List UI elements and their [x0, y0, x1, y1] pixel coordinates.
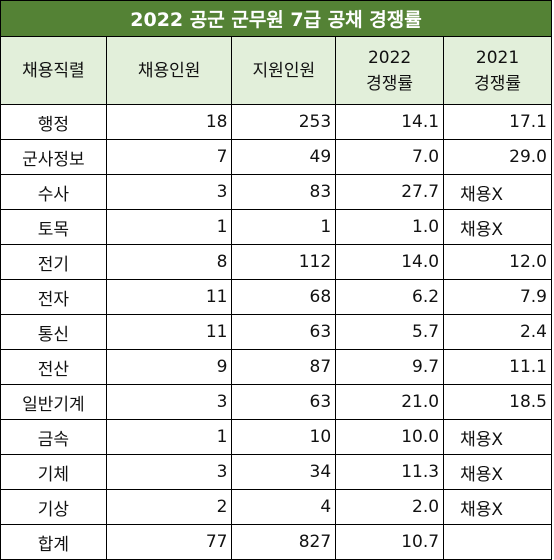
cell-rate-2022: 14.1 — [335, 104, 445, 140]
cell-applicants: 83 — [231, 174, 337, 210]
cell-rate-2021: 17.1 — [443, 104, 552, 140]
header-applicants: 지원인원 — [231, 36, 337, 105]
cell-job: 수사 — [0, 174, 107, 210]
cell-rate-2021: 채용X — [443, 174, 552, 210]
cell-rate-2021: 채용X — [443, 454, 552, 490]
table-row: 일반기계 3 63 21.0 18.5 — [0, 384, 552, 420]
cell-hires: 9 — [105, 349, 233, 385]
cell-job: 통신 — [0, 314, 107, 350]
total-job: 합계 — [0, 524, 107, 560]
cell-applicants: 10 — [231, 419, 337, 455]
cell-rate-2021: 29.0 — [443, 139, 552, 175]
cell-job: 일반기계 — [0, 384, 107, 420]
header-rate-2021-year: 2021 — [475, 47, 520, 68]
cell-rate-2022: 9.7 — [335, 349, 445, 385]
cell-applicants: 87 — [231, 349, 337, 385]
table-row: 수사 3 83 27.7 채용X — [0, 174, 552, 210]
table-row: 기체 3 34 11.3 채용X — [0, 454, 552, 490]
cell-hires: 3 — [105, 384, 233, 420]
cell-rate-2022: 7.0 — [335, 139, 445, 175]
cell-hires: 1 — [105, 209, 233, 245]
cell-job: 기체 — [0, 454, 107, 490]
cell-rate-2021: 11.1 — [443, 349, 552, 385]
header-rate-2022-label: 경쟁률 — [366, 73, 414, 94]
cell-rate-2022: 6.2 — [335, 279, 445, 315]
cell-rate-2022: 1.0 — [335, 209, 445, 245]
header-rate-2021-label: 경쟁률 — [474, 73, 521, 94]
total-row: 합계 77 827 10.7 — [0, 524, 552, 560]
table-row: 금속 1 10 10.0 채용X — [0, 419, 552, 455]
cell-rate-2022: 5.7 — [335, 314, 445, 350]
cell-hires: 8 — [105, 244, 233, 280]
table-row: 토목 1 1 1.0 채용X — [0, 209, 552, 245]
cell-rate-2021: 7.9 — [443, 279, 552, 315]
cell-rate-2022: 21.0 — [335, 384, 445, 420]
cell-rate-2022: 10.0 — [335, 419, 445, 455]
cell-rate-2021: 12.0 — [443, 244, 552, 280]
table-row: 행정 18 253 14.1 17.1 — [0, 104, 552, 140]
cell-rate-2021: 채용X — [443, 419, 552, 455]
table-row: 전자 11 68 6.2 7.9 — [0, 279, 552, 315]
table-title: 2022 공군 군무원 7급 공채 경쟁률 — [0, 0, 552, 37]
cell-hires: 18 — [105, 104, 233, 140]
cell-applicants: 68 — [231, 279, 337, 315]
header-job: 채용직렬 — [0, 36, 107, 105]
total-hires: 77 — [105, 524, 233, 560]
cell-hires: 7 — [105, 139, 233, 175]
cell-applicants: 49 — [231, 139, 337, 175]
cell-job: 전자 — [0, 279, 107, 315]
table-row: 전기 8 112 14.0 12.0 — [0, 244, 552, 280]
cell-job: 전산 — [0, 349, 107, 385]
cell-job: 행정 — [0, 104, 107, 140]
header-rate-2022: 2022 경쟁률 — [335, 36, 445, 105]
cell-rate-2022: 11.3 — [335, 454, 445, 490]
total-rate-2021 — [443, 524, 552, 560]
cell-rate-2022: 14.0 — [335, 244, 445, 280]
cell-job: 토목 — [0, 209, 107, 245]
cell-rate-2021: 2.4 — [443, 314, 552, 350]
cell-applicants: 63 — [231, 384, 337, 420]
table-row: 기상 2 4 2.0 채용X — [0, 489, 552, 525]
cell-rate-2022: 27.7 — [335, 174, 445, 210]
cell-job: 금속 — [0, 419, 107, 455]
table-row: 군사정보 7 49 7.0 29.0 — [0, 139, 552, 175]
total-applicants: 827 — [231, 524, 337, 560]
total-rate-2022: 10.7 — [335, 524, 445, 560]
table-body: 행정 18 253 14.1 17.1 군사정보 7 49 7.0 29.0 수사 3 83 27.7 채용… — [0, 104, 552, 525]
cell-job: 전기 — [0, 244, 107, 280]
cell-rate-2022: 2.0 — [335, 489, 445, 525]
table-row: 전산 9 87 9.7 11.1 — [0, 349, 552, 385]
cell-job: 기상 — [0, 489, 107, 525]
header-rate-2021: 2021 경쟁률 — [443, 36, 552, 105]
cell-hires: 1 — [105, 419, 233, 455]
cell-applicants: 1 — [231, 209, 337, 245]
cell-applicants: 253 — [231, 104, 337, 140]
header-rate-2022-year: 2022 — [367, 47, 412, 68]
cell-rate-2021: 18.5 — [443, 384, 552, 420]
cell-hires: 3 — [105, 174, 233, 210]
cell-rate-2021: 채용X — [443, 489, 552, 525]
table-row: 통신 11 63 5.7 2.4 — [0, 314, 552, 350]
cell-applicants: 4 — [231, 489, 337, 525]
cell-hires: 2 — [105, 489, 233, 525]
cell-job: 군사정보 — [0, 139, 107, 175]
cell-hires: 3 — [105, 454, 233, 490]
cell-applicants: 63 — [231, 314, 337, 350]
cell-applicants: 112 — [231, 244, 337, 280]
header-hires: 채용인원 — [105, 36, 233, 105]
cell-applicants: 34 — [231, 454, 337, 490]
cell-rate-2021: 채용X — [443, 209, 552, 245]
cell-hires: 11 — [105, 279, 233, 315]
cell-hires: 11 — [105, 314, 233, 350]
